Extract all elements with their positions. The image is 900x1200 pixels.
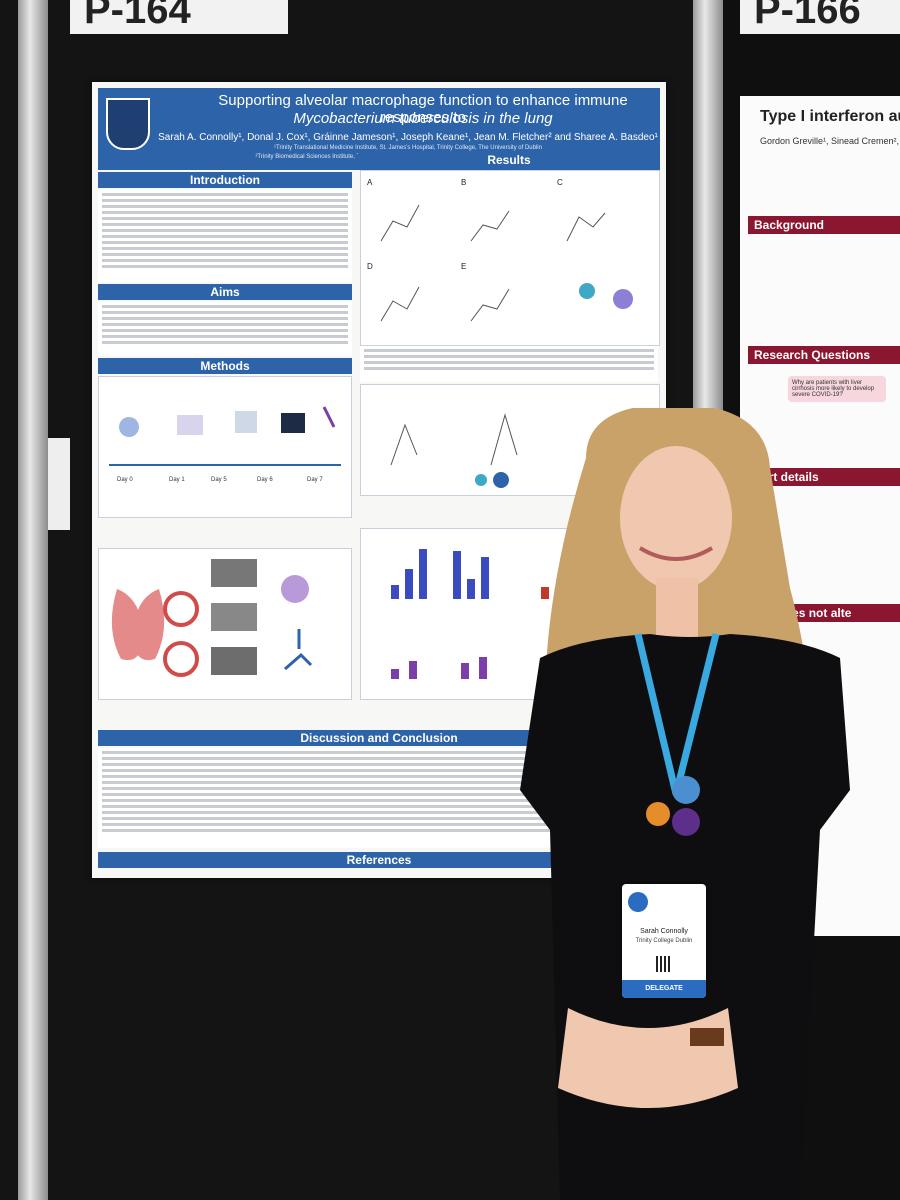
smile <box>638 546 714 561</box>
bar <box>391 669 399 679</box>
pin-badge-icon <box>646 802 670 826</box>
method-step-0: Day 0 <box>117 477 133 483</box>
poster-authors: Sarah A. Connolly¹, Donal J. Cox¹, Gráin… <box>158 132 658 143</box>
method-step-1: Day 1 <box>169 477 185 483</box>
monocyte-icon <box>281 575 309 603</box>
method-step-3: Day 6 <box>257 477 273 483</box>
poster-number-right: P-166 <box>740 0 900 34</box>
badge-logo-icon <box>628 892 648 912</box>
cell-icon <box>493 472 509 488</box>
badge-name: Sarah Connolly <box>640 928 688 935</box>
board-post-left <box>18 0 48 1200</box>
panel-label-e: E <box>461 262 466 271</box>
research-poster: Supporting alveolar macrophage function … <box>92 82 666 878</box>
results-figure-1: A B C D E <box>360 170 660 346</box>
panel-label-d: D <box>367 262 373 271</box>
bar <box>541 587 549 599</box>
poster-title-line1: Supporting alveolar macrophage function … <box>218 92 628 126</box>
methods-timeline-figure: Day 0 Day 1 Day 5 Day 6 Day 7 <box>98 376 352 518</box>
method-step-4: Day 7 <box>307 477 323 483</box>
adjacent-poster-authors: Gordon Greville¹, Sinead Cremen², <box>760 136 900 146</box>
poster-number-left: P-164 <box>70 0 288 34</box>
badge-qr-icon <box>656 956 672 972</box>
results-caption-1 <box>360 346 658 382</box>
section-discussion: Discussion and Conclusion <box>98 730 660 746</box>
badge-organisation: Trinity College Dublin <box>635 938 693 944</box>
results-dotplots-1: A B C D E <box>367 178 633 322</box>
pin-badge-icon <box>672 776 700 804</box>
section-results: Results <box>358 152 660 168</box>
paired-dot-lines <box>380 204 606 322</box>
beas-micrograph <box>211 559 257 587</box>
adjacent-poster-title: Type I interferon auto <box>760 108 900 125</box>
lung-cells-graphic <box>111 559 313 677</box>
elisa-icon <box>284 652 313 671</box>
a549-micrograph <box>211 603 257 631</box>
flow-cytometer-icon <box>281 413 305 433</box>
university-crest-icon <box>106 98 150 150</box>
face <box>620 446 732 590</box>
mtb-icon <box>322 406 336 428</box>
section-aims: Aims <box>98 284 352 300</box>
neck <box>656 578 698 638</box>
panel-label-c: C <box>557 178 563 187</box>
section-introduction: Introduction <box>98 172 352 188</box>
badge-role: DELEGATE <box>622 980 706 998</box>
panel-label-a: A <box>367 178 373 187</box>
presenter-figure <box>520 408 850 1200</box>
bar <box>481 557 489 599</box>
pinned-card <box>48 438 70 530</box>
bar <box>461 663 469 679</box>
bar <box>391 585 399 599</box>
nfc-micrograph <box>211 647 257 675</box>
bar <box>453 551 461 599</box>
alveolar-epithelium-icon <box>163 591 199 627</box>
methods-cells-figure <box>98 548 352 700</box>
question-bubble: Why are patients with liver cirrhosis mo… <box>788 376 886 402</box>
bar <box>479 657 487 679</box>
macrophage-diagram-icon <box>613 289 633 309</box>
pipette-icon <box>235 411 257 433</box>
wristwatch-icon <box>690 1028 724 1046</box>
poster-affiliation-1: ¹Trinity Translational Medicine Institut… <box>274 145 542 151</box>
panel-label-b: B <box>461 178 466 187</box>
pin-badge-icon <box>672 808 700 836</box>
delegate-badge: Sarah Connolly Trinity College Dublin DE… <box>622 884 706 998</box>
macrophage-icon <box>119 417 139 437</box>
receptor-icon <box>475 474 487 486</box>
method-step-2: Day 5 <box>211 477 227 483</box>
bar <box>405 569 413 599</box>
introduction-text <box>98 190 352 282</box>
section-references: References <box>98 852 660 868</box>
section-methods: Methods <box>98 358 352 374</box>
cell-diagram-icon <box>579 283 595 299</box>
aims-text <box>98 302 352 356</box>
bar <box>419 549 427 599</box>
section-background: Background <box>748 216 900 234</box>
section-research-questions: Research Questions <box>748 346 900 364</box>
bar <box>467 579 475 599</box>
methods-timeline-graphic: Day 0 Day 1 Day 5 Day 6 Day 7 <box>109 406 341 483</box>
well-plate-icon <box>177 415 203 435</box>
poster-title-line2: Mycobacterium tuberculosis in the lung <box>293 110 553 127</box>
bar <box>409 661 417 679</box>
airway-fibroblast-icon <box>163 641 199 677</box>
lung-icon-right <box>133 589 165 661</box>
